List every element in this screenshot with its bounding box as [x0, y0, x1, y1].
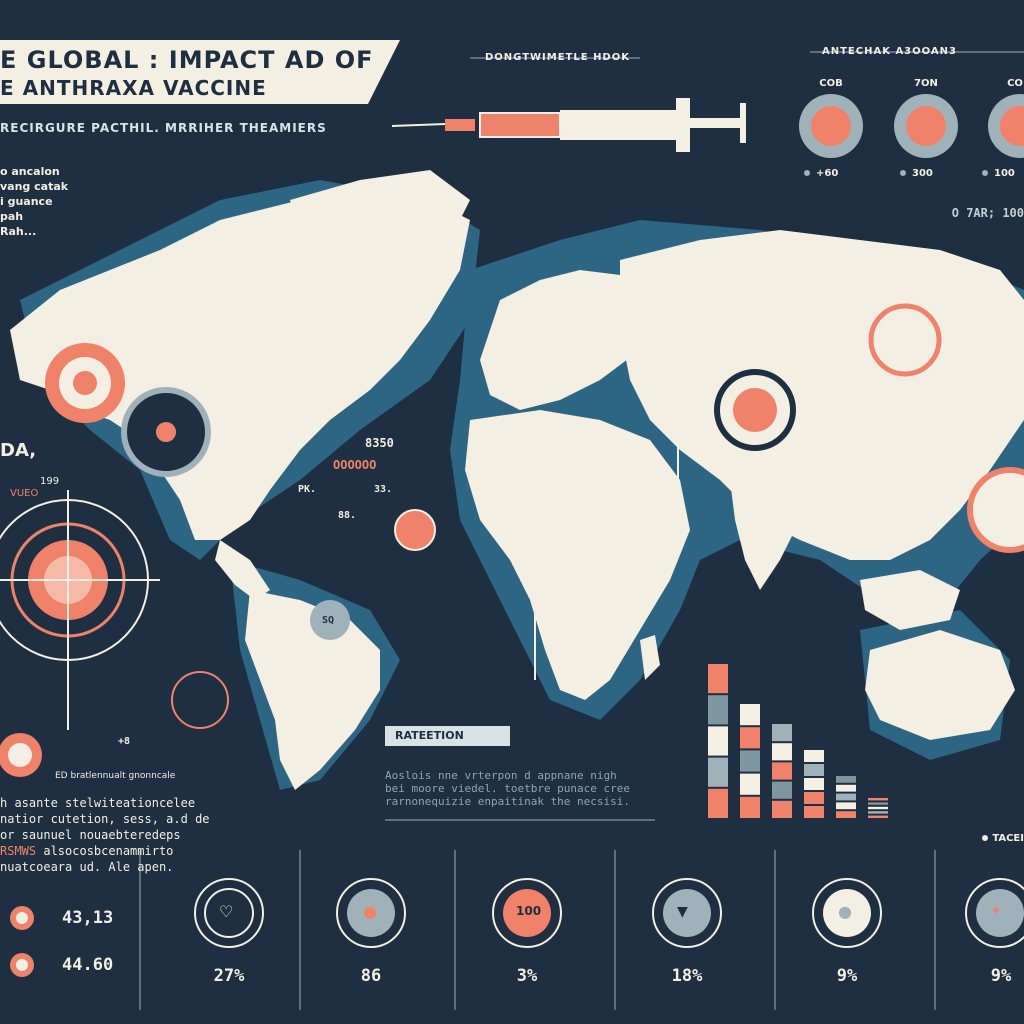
- bar-segment: [868, 806, 888, 810]
- tag-label: TACEI: [982, 833, 1024, 844]
- bar-segment: [740, 773, 760, 795]
- bar-segment: [772, 743, 792, 761]
- syringe-icon: [391, 98, 746, 152]
- bar-segment: [836, 776, 856, 783]
- top-icon-label-2: 7ON: [914, 78, 938, 89]
- left-note-line: Rah...: [0, 225, 37, 238]
- left-stat-2: 44.60: [62, 955, 114, 975]
- bar-segment: [772, 800, 792, 818]
- bar-segment: [772, 724, 792, 742]
- map-plus8: +8: [118, 736, 131, 747]
- retention-desc: Aoslois nne vrterpon d appnane nigh bei …: [385, 769, 655, 808]
- bar-segment: [740, 704, 760, 726]
- region-sub2: VUEO: [10, 488, 39, 499]
- paragraph-accent: RSMWS: [0, 844, 37, 858]
- map-number: 8350: [365, 436, 394, 450]
- bar-segment: [708, 788, 728, 818]
- top-right-caption: ANTECHAK A3OOAN3: [822, 46, 957, 57]
- paragraph-heading: ED bratlennualt gnonncale: [55, 771, 176, 781]
- bar-segment: [740, 727, 760, 749]
- bat-icon: ▼: [677, 904, 688, 920]
- region-label: DA,: [0, 440, 37, 461]
- bar-segment: [708, 726, 728, 756]
- paragraph-line: RSMWS alsocosbcenammirto: [0, 843, 210, 859]
- bar-segment: [740, 750, 760, 772]
- bar-segment: [772, 762, 792, 780]
- paragraph-line: or saunuel nouaebteredeps: [0, 828, 181, 842]
- region-sub: 199: [40, 476, 60, 487]
- top-icon-value-3: 100: [982, 168, 1015, 179]
- paragraph-line: nuatcoeara ud. Ale apen.: [0, 860, 174, 874]
- heart-icon: ♡: [219, 902, 234, 921]
- page-title: E GLOBAL : IMPACT AD OF: [0, 46, 374, 74]
- top-icon-label-3: CO: [1007, 78, 1023, 89]
- tagline: RECIRGURE PACTHIL. MRRIHER THEAMIERS: [0, 121, 327, 135]
- left-note-line: o ancalon: [0, 165, 60, 178]
- top-icon-value-1: +60: [804, 168, 838, 179]
- ribbon-icon: ✦: [990, 903, 1002, 919]
- left-note-line: vang catak: [0, 180, 69, 193]
- target-rings: [0, 490, 160, 730]
- bar-segment: [836, 793, 856, 801]
- page-subtitle: E ANTHRAXA VACCINE: [0, 76, 267, 100]
- bottom-stat-5: 9%: [836, 966, 858, 986]
- bar-segment: [868, 798, 888, 801]
- bar-segment: [868, 811, 888, 814]
- bar-segment: [868, 815, 888, 818]
- bar-segment: [708, 695, 728, 725]
- ratio-text: O 7AR; 100: [951, 206, 1024, 220]
- bottom-stat-3: 3%: [516, 966, 538, 986]
- title-banner: [0, 40, 400, 104]
- bar-segment: [804, 792, 824, 804]
- paragraph-line: h asante stelwiteationcelee: [0, 796, 196, 810]
- map-s1: 33.: [374, 484, 393, 495]
- person-icon: ●: [838, 902, 852, 921]
- paragraph-line: natior cutetion, sess, a.d de: [0, 812, 210, 826]
- paragraph-rest: alsocosbcenammirto: [36, 844, 174, 858]
- bottom-stat-4: 18%: [671, 966, 703, 986]
- bar-segment: [836, 784, 856, 792]
- bar-segment: [708, 664, 728, 694]
- desc-line: Aoslois nne vrterpon d appnane nigh: [385, 769, 617, 782]
- map-circles: OOOOOO: [333, 458, 377, 472]
- syringe-caption: DONGTWIMETLE HDOK: [485, 52, 630, 63]
- badge-icon: 100: [516, 904, 542, 918]
- bottom-stat-1: 27%: [213, 966, 245, 986]
- left-note-line: pah: [0, 210, 24, 223]
- left-paragraph: h asante stelwiteationcelee natior cutet…: [0, 795, 210, 875]
- map-sq: SQ: [322, 615, 335, 626]
- desc-line: bei moore viedel. toetbre punace cree: [385, 782, 631, 795]
- top-icon-value-2: 300: [900, 168, 933, 179]
- bar-segment: [836, 802, 856, 810]
- bar-segment: [804, 806, 824, 818]
- bar-segment: [708, 757, 728, 787]
- bar-segment: [804, 778, 824, 790]
- bar-segment: [804, 750, 824, 762]
- bottom-stat-6: 9%: [990, 966, 1012, 986]
- retention-bar-chart: [708, 664, 888, 818]
- desc-line: rarnonequizie enpaitinak the necsisi.: [385, 795, 631, 808]
- bar-segment: [772, 781, 792, 799]
- map-s2: 88.: [338, 510, 357, 521]
- top-icon-label-1: COB: [819, 78, 843, 89]
- bar-segment: [804, 764, 824, 776]
- bar-segment: [868, 802, 888, 805]
- left-note-line: i guance: [0, 195, 53, 208]
- left-notes: o ancalon vang catak i guance pah Rah...: [0, 164, 68, 239]
- left-stat-1: 43,13: [62, 908, 114, 928]
- map-pk: PK.: [298, 484, 317, 495]
- bar-segment: [740, 796, 760, 818]
- retention-label: RATEETION: [385, 726, 510, 746]
- bottom-stat-2: 86: [360, 966, 382, 986]
- drop-icon: ●: [363, 902, 377, 921]
- bar-segment: [836, 811, 856, 818]
